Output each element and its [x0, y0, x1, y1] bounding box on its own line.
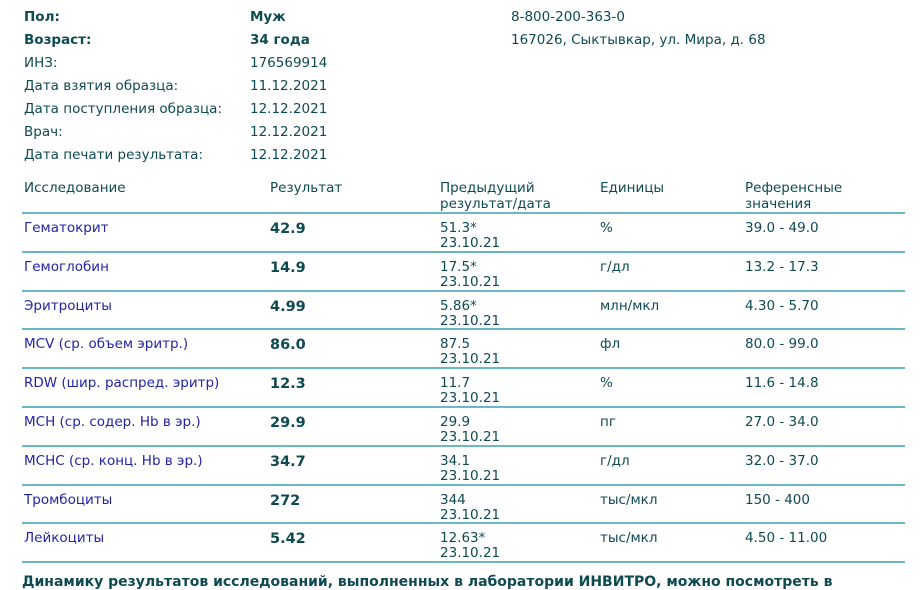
reference-range: 150 - 400: [745, 491, 810, 508]
patient-field-value: 12.12.2021: [250, 101, 328, 117]
row-divider: [22, 406, 905, 408]
row-divider: [22, 289, 905, 292]
test-name: MCV (ср. объем эритр.): [24, 336, 189, 353]
patient-field-value: 11.12.2021: [250, 78, 328, 94]
previous-result: 87.5: [440, 336, 471, 353]
units: г/дл: [600, 452, 630, 469]
units: %: [600, 375, 613, 392]
test-name: MCHC (ср. конц. Hb в эр.): [24, 452, 203, 469]
row-divider: [22, 328, 905, 331]
previous-result: 12.63*: [440, 530, 486, 547]
previous-result: 34.1: [440, 452, 471, 469]
patient-field-label: Дата печати результата:: [24, 147, 204, 163]
test-result: 4.99: [270, 298, 306, 315]
units: пг: [600, 414, 616, 430]
patient-field-label: Дата поступления образца:: [24, 101, 222, 117]
header-test: Исследование: [24, 180, 126, 196]
previous-result: 17.5*: [440, 258, 477, 275]
reference-range: 32.0 - 37.0: [745, 452, 819, 469]
test-result: 42.9: [270, 221, 306, 237]
previous-date: 23.10.21: [440, 429, 501, 445]
lab-address: 167026, Сыктывкар, ул. Мира, д. 68: [511, 32, 766, 48]
test-result: 12.3: [270, 376, 306, 393]
header-reference: Референсные: [745, 180, 843, 196]
test-result: 272: [270, 492, 301, 509]
reference-range: 13.2 - 17.3: [745, 258, 819, 275]
row-divider: [22, 483, 905, 486]
units: тыс/мкл: [600, 530, 658, 547]
header-reference-2: значения: [745, 196, 812, 212]
reference-range: 4.50 - 11.00: [745, 530, 828, 547]
units: фл: [600, 336, 621, 353]
test-name: Эритроциты: [24, 297, 112, 314]
patient-field-value: 176569914: [250, 55, 328, 71]
header-previous: Предыдущий: [440, 180, 535, 196]
previous-result: 11.7: [440, 375, 471, 392]
units: тыс/мкл: [600, 491, 658, 508]
patient-field-label: Пол:: [24, 9, 60, 25]
patient-field-label: Возраст:: [24, 32, 92, 48]
reference-range: 80.0 - 99.0: [745, 336, 819, 353]
patient-field-label: Врач:: [24, 124, 63, 140]
test-name: Гематокрит: [24, 220, 109, 236]
header-result: Результат: [270, 180, 343, 196]
patient-field-label: ИНЗ:: [24, 55, 58, 71]
row-divider: [22, 367, 905, 370]
patient-field-value: 12.12.2021: [250, 124, 328, 140]
test-name: MCH (ср. содер. Hb в эр.): [24, 414, 201, 430]
previous-result: 29.9: [440, 414, 471, 430]
patient-field-value: Муж: [250, 9, 286, 25]
row-divider: [22, 250, 905, 253]
previous-date: 23.10.21: [440, 390, 501, 407]
reference-range: 27.0 - 34.0: [745, 414, 819, 430]
header-previous-2: результат/дата: [440, 196, 551, 212]
previous-result: 5.86*: [440, 297, 477, 314]
previous-date: 23.10.21: [440, 312, 501, 329]
test-result: 34.7: [270, 453, 306, 470]
patient-field-label: Дата взятия образца:: [24, 78, 179, 94]
previous-date: 23.10.21: [440, 506, 501, 523]
reference-range: 39.0 - 49.0: [745, 220, 819, 236]
lab-phone: 8-800-200-363-0: [511, 9, 625, 25]
units: млн/мкл: [600, 297, 660, 314]
units: %: [600, 220, 613, 236]
test-result: 14.9: [270, 259, 306, 276]
units: г/дл: [600, 258, 630, 275]
test-result: 5.42: [270, 531, 306, 548]
footer-note: Динамику результатов исследований, выпол…: [22, 574, 833, 590]
test-result: 86.0: [270, 337, 306, 354]
test-name: RDW (шир. распред. эритр): [24, 375, 220, 392]
patient-field-value: 34 года: [250, 32, 310, 48]
previous-date: 23.10.21: [440, 273, 501, 290]
test-name: Гемоглобин: [24, 258, 109, 275]
reference-range: 4.30 - 5.70: [745, 297, 819, 314]
row-divider: [22, 212, 905, 214]
previous-date: 23.10.21: [440, 235, 501, 251]
previous-date: 23.10.21: [440, 545, 501, 562]
previous-date: 23.10.21: [440, 351, 501, 368]
header-units: Единицы: [600, 180, 665, 196]
row-divider: [22, 561, 905, 564]
reference-range: 11.6 - 14.8: [745, 375, 819, 392]
previous-date: 23.10.21: [440, 467, 501, 484]
row-divider: [22, 444, 905, 447]
test-name: Лейкоциты: [24, 530, 105, 547]
previous-result: 344: [440, 491, 466, 508]
test-result: 29.9: [270, 415, 306, 431]
test-name: Тромбоциты: [24, 491, 113, 508]
row-divider: [22, 522, 905, 525]
previous-result: 51.3*: [440, 220, 477, 236]
patient-field-value: 12.12.2021: [250, 147, 328, 163]
